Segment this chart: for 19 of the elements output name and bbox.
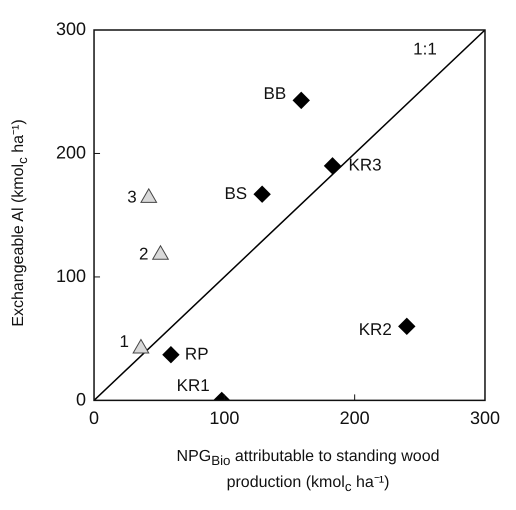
x-tick-label: 100 [209,408,240,428]
x-tick-label: 300 [470,408,500,428]
annotation: 1 [119,332,129,352]
annotation: 3 [127,188,137,207]
y-tick-label: 300 [56,18,86,39]
series-label: 1:1 [413,40,437,59]
annotation: 2 [139,244,148,264]
x-axis-title: NPG$_{Bio}$ attributable to standing wood production (kmol$_{c}$ ha⁻¹) [176,447,440,496]
annotation: RP [184,344,209,364]
annotation: KR1 [176,376,210,396]
x-tick-label: 0 [89,408,100,428]
annotation: KR3 [348,156,382,174]
annotation: BB [264,84,286,104]
annotation: BS [224,184,248,203]
y-tick-label: 100 [56,266,86,286]
annotation: KR2 [358,320,392,340]
y-tick-label: 200 [56,142,86,162]
y-tick-label: 0 [76,389,86,410]
x-tick-label: 200 [340,408,370,428]
